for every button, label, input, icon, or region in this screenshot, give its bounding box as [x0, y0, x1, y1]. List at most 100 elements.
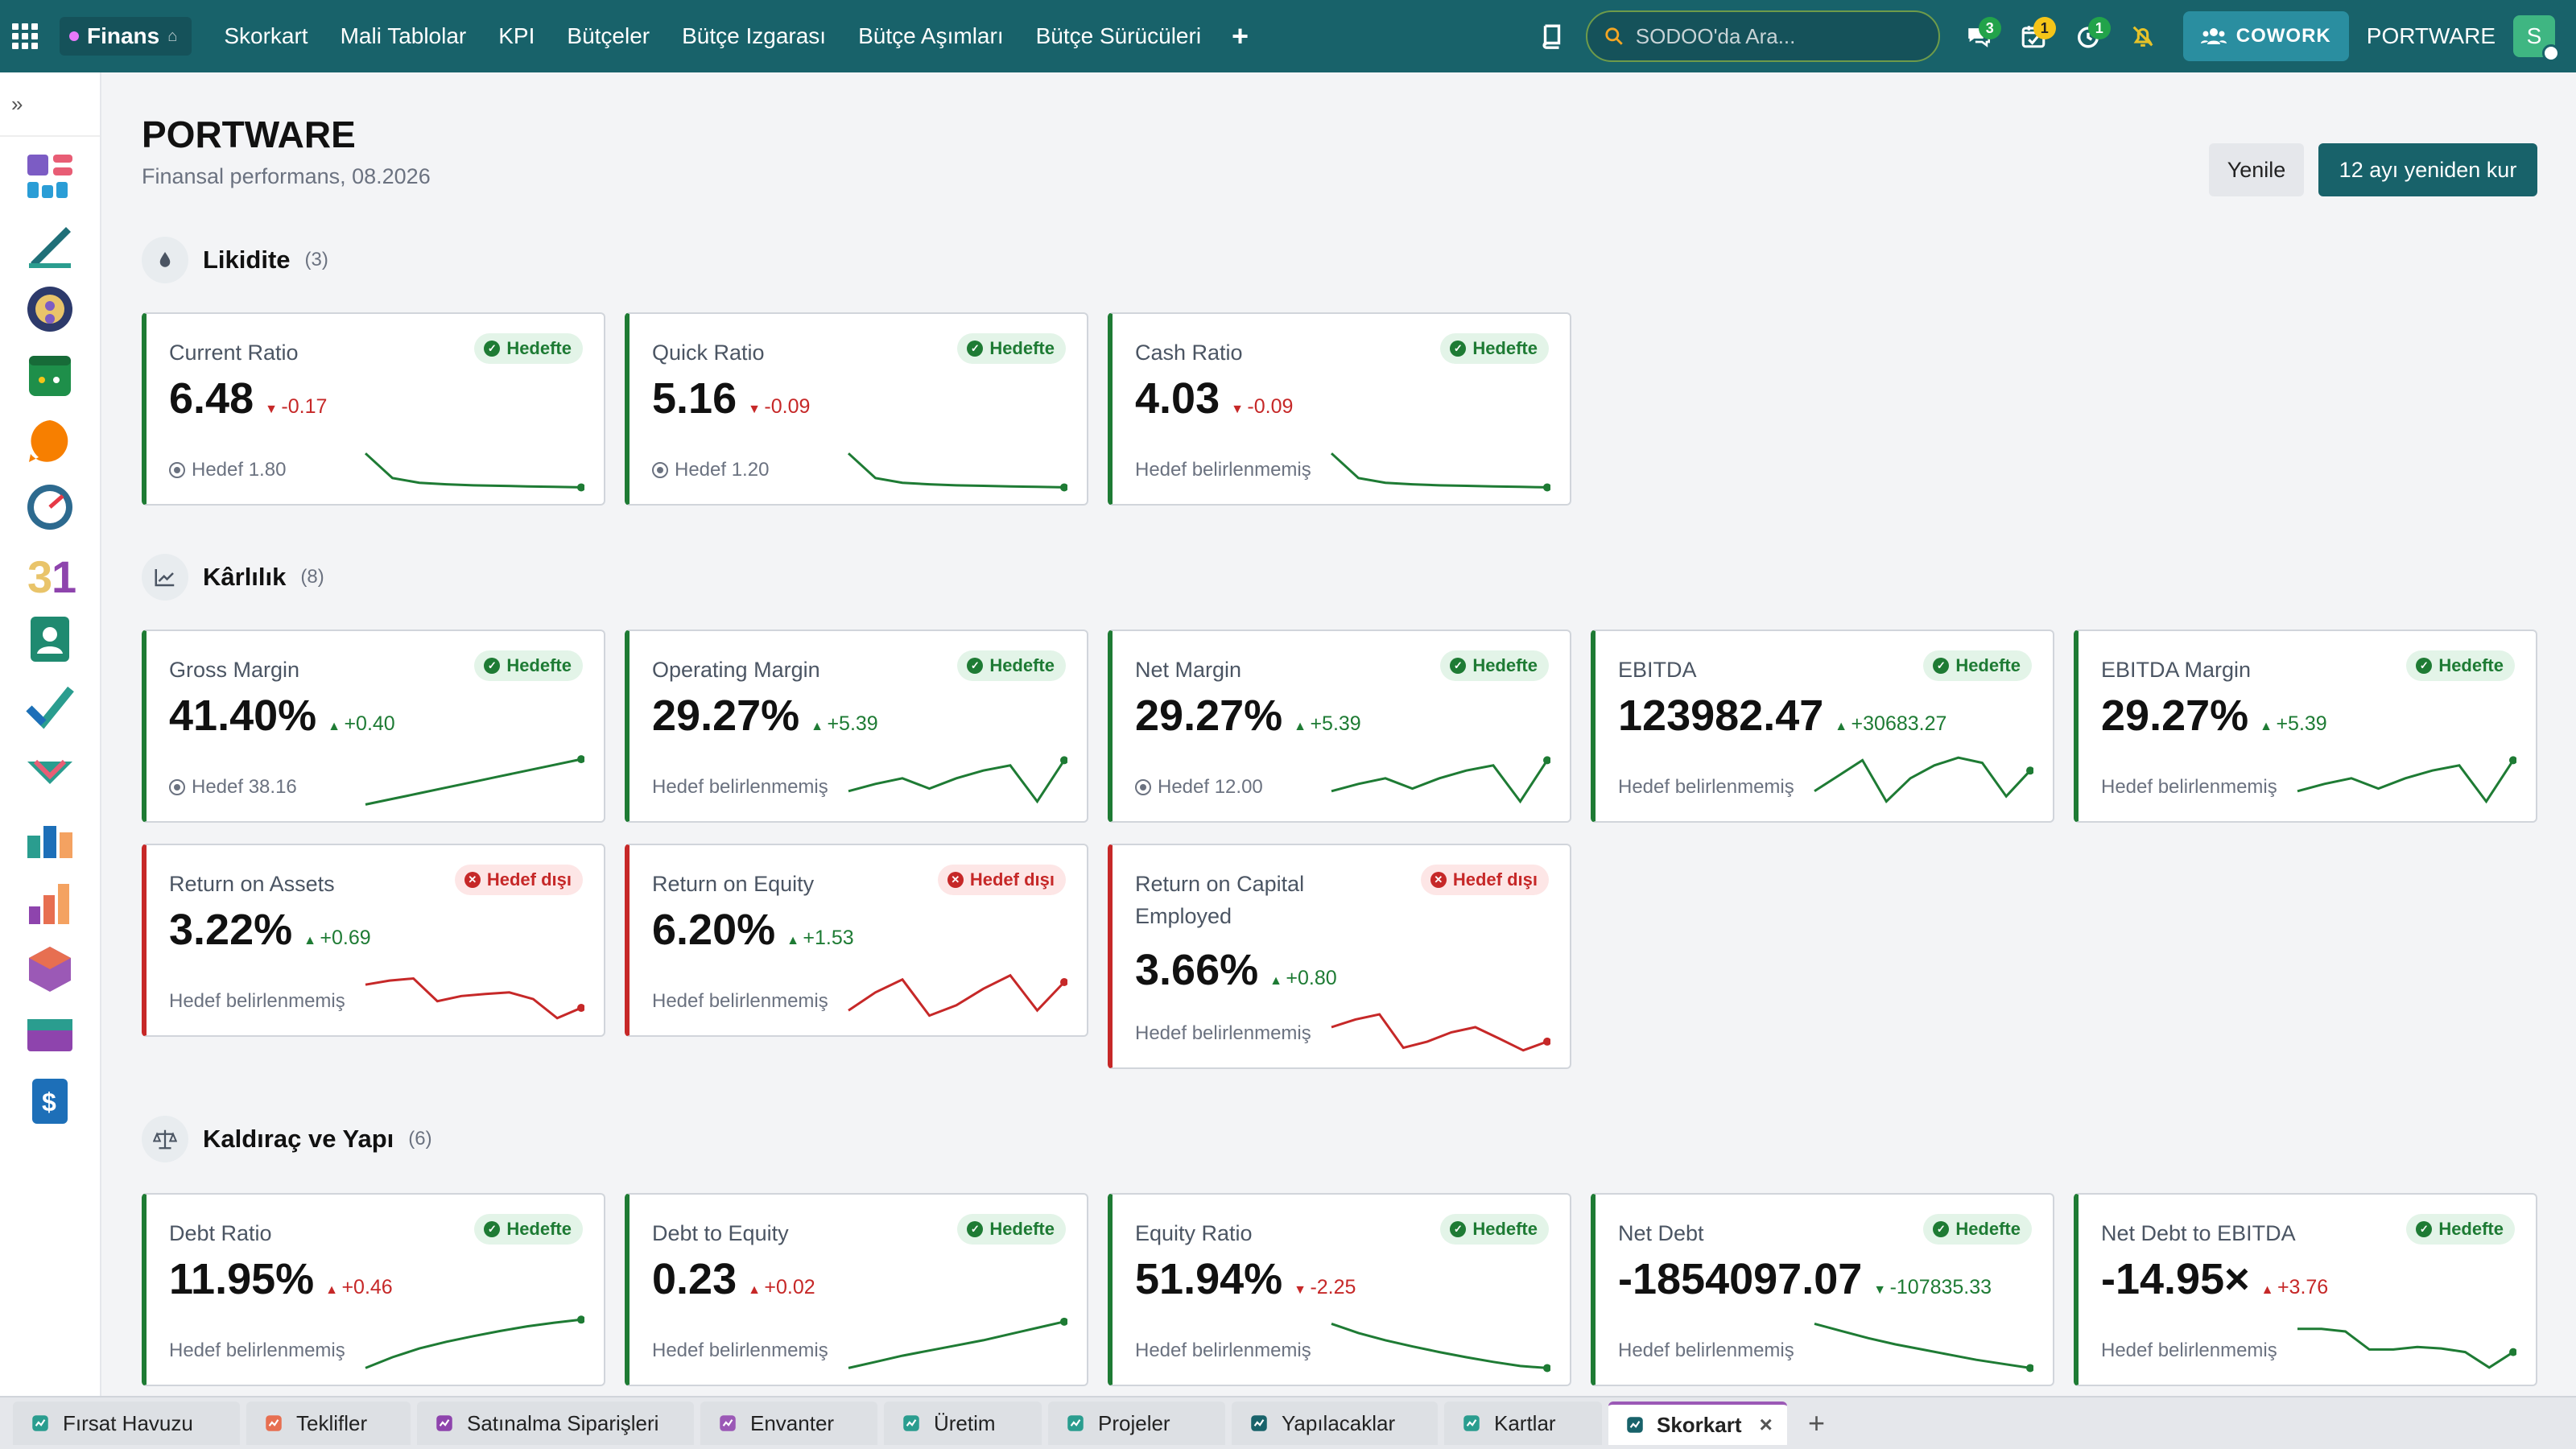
kpi-card[interactable]: EBITDA ✓ Hedefte 123982.47 ▲ +30683.27 Hedef … — [1591, 630, 2054, 823]
app-brand-button[interactable]: Finans ⌂ — [60, 17, 192, 56]
home-icon: ⌂ — [167, 27, 178, 45]
menu-item[interactable]: Skorkart — [224, 23, 308, 48]
arrow-down-icon: ▼ — [1231, 402, 1248, 416]
kpi-card[interactable]: Gross Margin ✓ Hedefte 41.40% ▲ +0.40 Hedef 3… — [142, 630, 605, 823]
tab-close-icon[interactable]: × — [1759, 1412, 1773, 1437]
value-row: 51.94% ▼ -2.25 — [1135, 1254, 1356, 1304]
sidebar-expand-icon[interactable]: » — [0, 72, 100, 137]
status-badge: ✓ Hedefte — [1923, 650, 2032, 681]
kpi-card[interactable]: Cash Ratio ✓ Hedefte 4.03 ▼ -0.09 Hedef belir… — [1108, 312, 1571, 506]
check-circle-icon: ✓ — [1933, 1221, 1950, 1237]
knowledge-book-icon[interactable] — [1528, 12, 1576, 60]
avatar-initial: S — [2526, 23, 2542, 48]
status-badge: ✓ Hedefte — [474, 1214, 583, 1245]
factory-icon — [900, 1412, 923, 1435]
status-label: Hedefte — [506, 655, 572, 675]
workspace-tab[interactable]: Fırsat Havuzu — [13, 1402, 240, 1445]
menu-item[interactable]: Bütçe Aşımları — [858, 23, 1004, 48]
status-label: Hedefte — [506, 338, 572, 358]
status-badge: ✓ Hedefte — [1440, 650, 1549, 681]
cowork-button[interactable]: COWORK — [2182, 11, 2349, 61]
workspace-tab[interactable]: Teklifler — [246, 1402, 411, 1445]
chat-bubble-app-icon[interactable] — [24, 415, 76, 467]
workspace-tab[interactable]: Yapılacaklar — [1232, 1402, 1438, 1445]
sparkline-end-point — [1060, 978, 1067, 986]
kpi-card[interactable]: Return on Assets ✕ Hedef dışı 3.22% ▲ +0.69 H… — [142, 844, 605, 1037]
kpi-card[interactable]: Return on Equity ✕ Hedef dışı 6.20% ▲ +1.53 H… — [625, 844, 1088, 1037]
activities-button[interactable]: 1 — [2009, 12, 2058, 60]
timer-button[interactable]: 1 — [2064, 12, 2112, 60]
add-menu-plus-icon[interactable]: + — [1232, 19, 1249, 52]
kpi-card[interactable]: Net Debt to EBITDA ✓ Hedefte -14.95× ▲ +3.76… — [2074, 1193, 2537, 1386]
kpi-card[interactable]: Return on Capital Employed ✕ Hedef dışı 3.6… — [1108, 844, 1571, 1069]
sparkline-line — [1331, 1013, 1548, 1052]
menu-item[interactable]: Bütçe Sürücüleri — [1035, 23, 1202, 48]
status-badge: ✓ Hedefte — [957, 650, 1066, 681]
sparkline-end-point — [2509, 756, 2516, 765]
target-icon — [169, 779, 185, 795]
crm-app-icon[interactable] — [24, 745, 76, 797]
notifications-muted-button[interactable] — [2119, 12, 2167, 60]
sparkline-line — [848, 973, 1066, 1018]
tab-label: Üretim — [934, 1410, 996, 1435]
menu-item[interactable]: Mali Tablolar — [340, 23, 467, 48]
kpi-delta: ▲ +5.39 — [811, 712, 878, 736]
sparkline-chart — [2297, 1327, 2516, 1369]
messages-button[interactable]: 3 — [1955, 12, 2003, 60]
kpi-delta: ▼ -0.17 — [265, 395, 327, 419]
bottom-tab-bar: Fırsat Havuzu Teklifler Satınalma Siparişl… — [0, 1396, 2576, 1449]
kpi-card[interactable]: Net Margin ✓ Hedefte 29.27% ▲ +5.39 Hedef 12.… — [1108, 630, 1571, 823]
gauge-app-icon[interactable] — [24, 481, 76, 533]
target-label: Hedef 38.16 — [192, 776, 297, 798]
refresh-button[interactable]: Yenile — [2209, 143, 2304, 196]
tab-label: Skorkart — [1657, 1412, 1742, 1437]
kpi-card[interactable]: Net Debt ✓ Hedefte -1854097.07 ▼ -107835.33 H… — [1591, 1193, 2054, 1386]
contacts-app-icon[interactable] — [24, 613, 76, 665]
target-icon — [1135, 779, 1151, 795]
new-tab-plus-icon[interactable]: + — [1808, 1406, 1826, 1439]
kpi-card[interactable]: Debt to Equity ✓ Hedefte 0.23 ▲ +0.02 Hedef b… — [625, 1193, 1088, 1386]
kpi-card[interactable]: Current Ratio ✓ Hedefte 6.48 ▼ -0.17 Hedef 1.… — [142, 312, 605, 506]
workspace-tab[interactable]: Envanter — [700, 1402, 877, 1445]
kpi-card[interactable]: Debt Ratio ✓ Hedefte 11.95% ▲ +0.46 Hedef bel… — [142, 1193, 605, 1386]
sparkline-end-point — [577, 755, 584, 764]
users-icon — [2200, 28, 2227, 44]
sparkline-end-point — [2026, 1364, 2033, 1373]
workspace-tab[interactable]: Skorkart × — [1608, 1402, 1787, 1445]
workspace-tab[interactable]: Kartlar — [1444, 1402, 1602, 1445]
kpi-card[interactable]: Equity Ratio ✓ Hedefte 51.94% ▼ -2.25 Hedef b… — [1108, 1193, 1571, 1386]
sparkline-line — [2297, 1327, 2514, 1369]
value-row: 41.40% ▲ +0.40 — [169, 691, 395, 741]
community-app-icon[interactable] — [24, 283, 76, 335]
purchase-card-app-icon[interactable] — [24, 1009, 76, 1061]
sparkline-chart — [1814, 1322, 2033, 1373]
calendar-grid-app-icon[interactable] — [24, 349, 76, 401]
kpi-card[interactable]: Operating Margin ✓ Hedefte 29.27% ▲ +5.39 Hed… — [625, 630, 1088, 823]
global-search-input[interactable]: SODOO'da Ara... — [1585, 10, 1940, 62]
company-switcher[interactable]: PORTWARE — [2366, 23, 2496, 48]
workspace-tab[interactable]: Üretim — [884, 1402, 1042, 1445]
menu-item[interactable]: Bütçeler — [567, 23, 650, 48]
sales-chart-app-icon[interactable] — [24, 877, 76, 929]
menu-item[interactable]: Bütçe Izgarası — [682, 23, 827, 48]
todo-check-app-icon[interactable] — [24, 679, 76, 731]
status-badge: ✓ Hedefte — [2406, 1214, 2515, 1245]
status-label: Hedefte — [2438, 1219, 2504, 1239]
reset-12-months-button[interactable]: 12 ayı yeniden kur — [2318, 143, 2537, 196]
calendar-31-app-icon[interactable]: 31 — [24, 547, 76, 599]
workspace-tab[interactable]: Satınalma Siparişleri — [417, 1402, 694, 1445]
app-menu-grid-icon[interactable] — [0, 0, 50, 72]
kpi-card[interactable]: EBITDA Margin ✓ Hedefte 29.27% ▲ +5.39 Hedef … — [2074, 630, 2537, 823]
status-label: Hedefte — [989, 338, 1055, 358]
inventory-box-app-icon[interactable] — [24, 943, 76, 995]
manufacturing-app-icon[interactable] — [24, 811, 76, 863]
user-avatar[interactable]: S — [2513, 15, 2560, 62]
pen-app-icon[interactable] — [24, 217, 76, 269]
target-text: Hedef 1.20 — [652, 459, 769, 481]
kpi-card[interactable]: Quick Ratio ✓ Hedefte 5.16 ▼ -0.09 Hedef 1.20 — [625, 312, 1088, 506]
workspace-tab[interactable]: Projeler — [1048, 1402, 1225, 1445]
tab-label: Fırsat Havuzu — [63, 1410, 193, 1435]
menu-item[interactable]: KPI — [498, 23, 535, 48]
invoice-app-icon[interactable]: $ — [24, 1075, 76, 1127]
dashboard-app-icon[interactable] — [24, 151, 76, 203]
